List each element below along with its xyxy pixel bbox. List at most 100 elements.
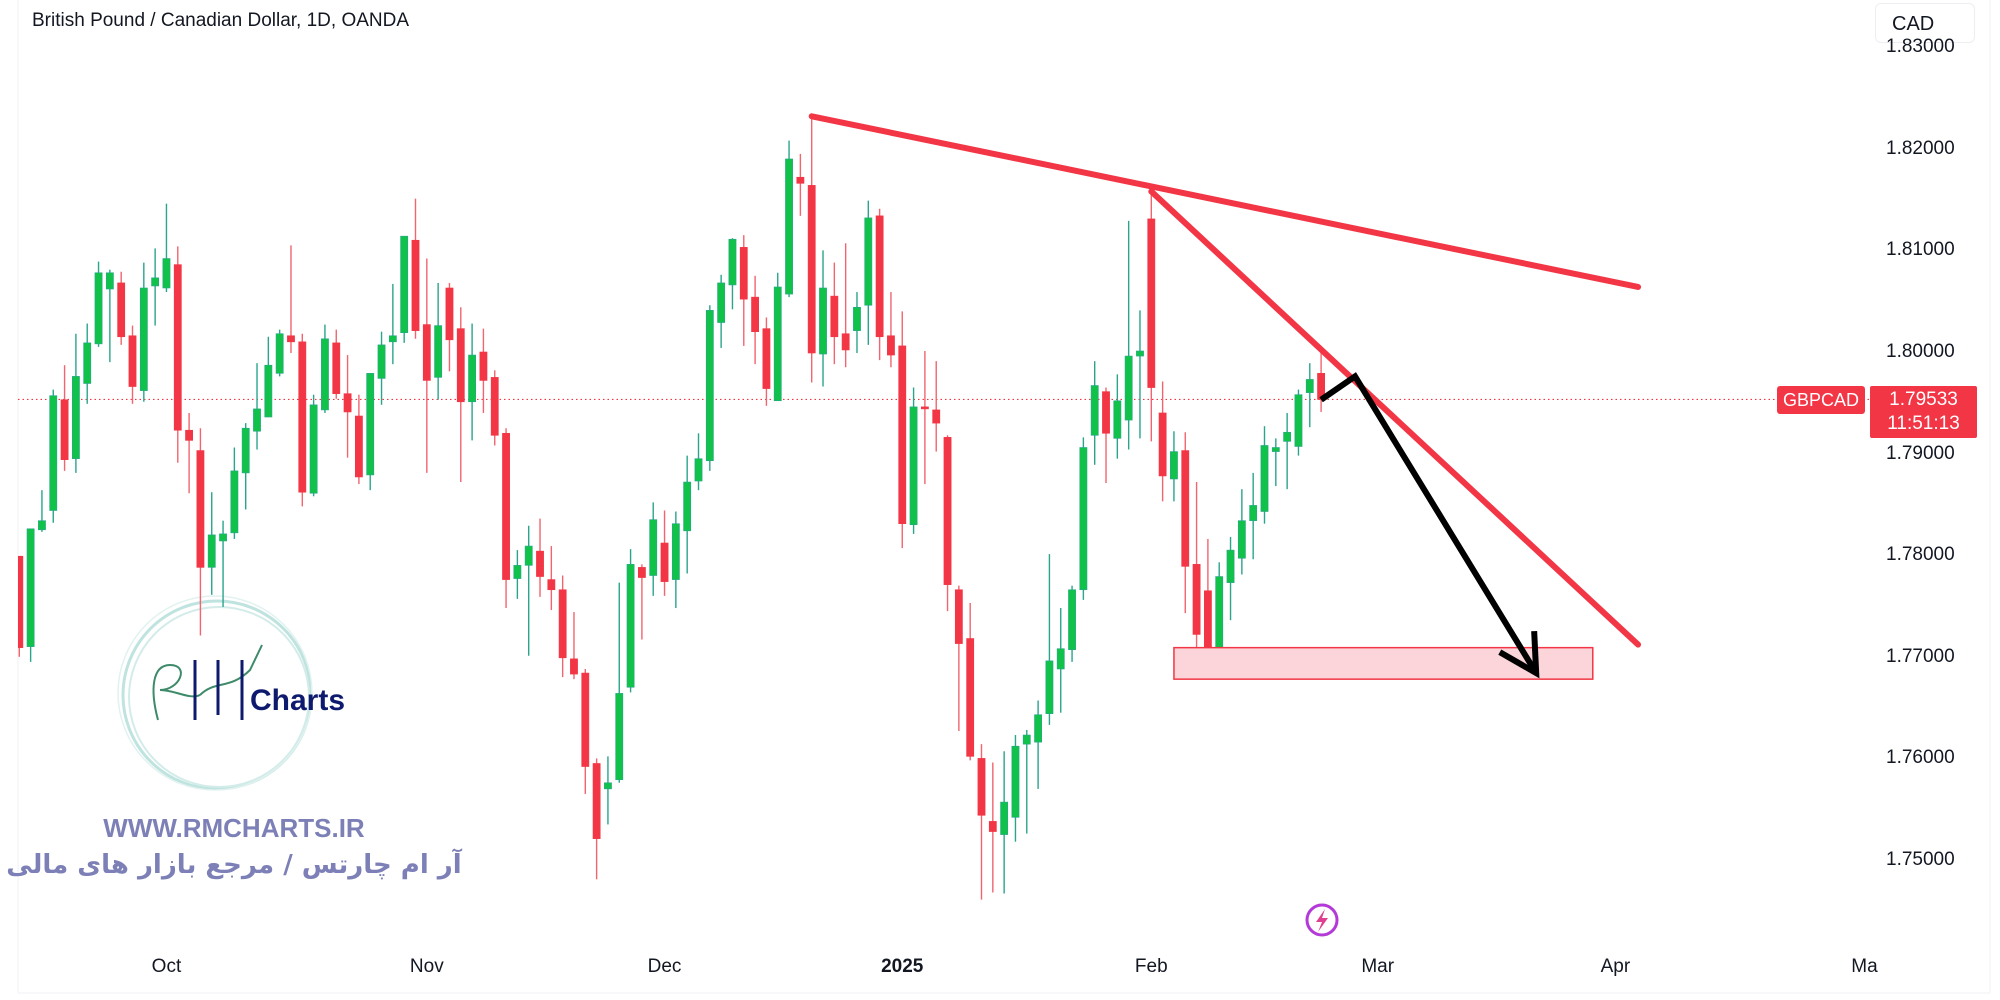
candle-body <box>253 408 261 432</box>
candle <box>354 394 363 485</box>
candle-body <box>1147 218 1156 388</box>
candle-body <box>887 335 895 356</box>
candle-body <box>1124 355 1133 421</box>
candle-body <box>1136 350 1144 357</box>
candle <box>513 550 522 599</box>
drawings[interactable] <box>808 113 1642 680</box>
candle-body <box>932 409 941 424</box>
candle-body <box>196 450 205 568</box>
forecast-arrow[interactable] <box>1319 372 1539 675</box>
candle <box>762 317 771 406</box>
candle-body <box>1090 385 1099 436</box>
trendline[interactable] <box>1148 188 1642 648</box>
candle-body <box>1079 447 1088 591</box>
candle-body <box>38 520 46 531</box>
candle-body <box>1215 576 1224 652</box>
candle <box>105 269 114 363</box>
candle-body <box>49 395 58 511</box>
candle-body <box>1068 589 1076 650</box>
candle-body <box>739 247 748 300</box>
candle-body <box>275 333 284 374</box>
candle <box>649 502 658 596</box>
candle <box>819 250 827 387</box>
candle-body <box>400 235 409 333</box>
candle <box>490 370 499 446</box>
candle <box>547 546 556 611</box>
candle <box>422 258 431 473</box>
candle <box>253 363 261 450</box>
candle-body <box>298 341 307 493</box>
candle <box>400 235 409 343</box>
time-tick: Mar <box>1361 956 1395 977</box>
candle-body <box>581 672 590 767</box>
candle-body <box>558 589 567 659</box>
candle-body <box>1158 412 1167 477</box>
candle <box>1000 751 1009 894</box>
candle-body <box>637 567 646 578</box>
candle <box>1204 538 1212 664</box>
candle <box>932 361 941 452</box>
arrowhead <box>1498 630 1540 679</box>
candle <box>388 283 397 365</box>
candle <box>558 575 567 678</box>
rmcharts-logo: Charts <box>117 595 345 791</box>
candle-body <box>151 277 160 287</box>
time-tick: 2025 <box>881 956 924 977</box>
candle-body <box>72 376 80 459</box>
last-price: 1.79533 <box>1889 389 1958 410</box>
candle <box>207 492 216 595</box>
candle-body <box>966 638 975 757</box>
watermark-tagline: آر ام چارتس / مرجع بازار های مالی <box>6 850 462 880</box>
candle <box>219 520 227 608</box>
candle <box>1192 482 1201 650</box>
candle-body <box>773 286 782 402</box>
candle <box>377 331 386 405</box>
candle-body <box>479 351 488 381</box>
candle-body <box>26 528 35 647</box>
candle <box>264 336 273 418</box>
candle-body <box>785 158 793 295</box>
candle-body <box>536 550 544 577</box>
candle-body <box>762 328 771 389</box>
last-price-box: 1.79533 11:51:13 <box>1870 386 1977 438</box>
candle-body <box>705 310 714 462</box>
candle <box>298 333 307 507</box>
candle <box>343 355 352 458</box>
candle <box>1317 352 1325 412</box>
candle <box>683 455 692 574</box>
candle-body <box>570 658 578 675</box>
price-tick: 1.82000 <box>1886 137 1955 159</box>
candle-body <box>1113 400 1122 439</box>
currency-button[interactable]: CAD <box>1875 3 1975 43</box>
lightning-icon[interactable] <box>1305 903 1339 937</box>
candle-body <box>841 333 850 351</box>
candle <box>479 328 488 413</box>
time-tick: Ma <box>1851 956 1878 977</box>
candle-body <box>592 763 601 839</box>
candle <box>49 389 58 523</box>
candle <box>1237 489 1246 575</box>
price-tick: 1.78000 <box>1886 544 1955 566</box>
candle <box>875 208 884 361</box>
candle <box>1249 472 1258 560</box>
candle-body <box>18 555 24 648</box>
candle-body <box>128 335 137 387</box>
candle <box>366 373 375 491</box>
candle <box>966 602 975 761</box>
candle <box>151 248 160 326</box>
candle <box>581 668 590 794</box>
candle-body <box>660 542 669 582</box>
price-tick: 1.75000 <box>1886 849 1955 870</box>
candle <box>988 762 997 893</box>
candle <box>536 518 544 597</box>
trendline[interactable] <box>808 113 1642 290</box>
candle <box>1136 310 1144 439</box>
candle-body <box>898 345 907 525</box>
candle <box>1045 554 1054 725</box>
candle <box>434 282 443 400</box>
candle <box>728 238 737 310</box>
candle <box>1079 437 1088 600</box>
candle <box>909 387 918 534</box>
candle-body <box>1294 394 1303 447</box>
